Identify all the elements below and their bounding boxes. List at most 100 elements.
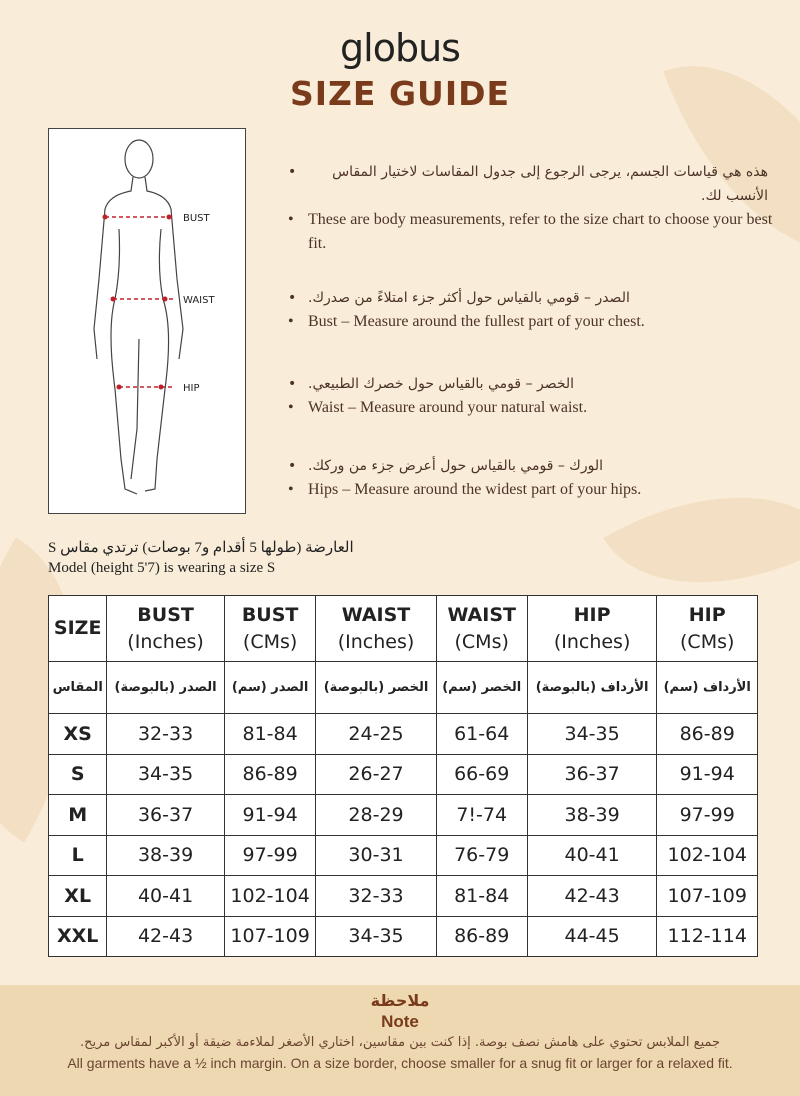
measurement-cell: 7!-74 xyxy=(435,794,528,836)
table-header-row: SIZE BUST (Inches) BUST (CMs) WAIST (Inches) WA… xyxy=(47,595,758,662)
column-header: WAIST (Inches) xyxy=(315,595,437,662)
header-line: WAIST xyxy=(447,603,516,626)
measurement-cell: 32-33 xyxy=(315,875,437,917)
header-line: BUST xyxy=(137,603,194,626)
header-line: BUST xyxy=(241,603,299,626)
column-header-arabic: الأرداف (بالبوصة) xyxy=(526,661,658,714)
table-row: M 36-37 91-94 28-29 7!-74 38-39 97-99 xyxy=(47,794,758,836)
instruction-general: هذه هي قياسات الجسم، يرجى الرجوع إلى جدو… xyxy=(288,160,788,256)
size-cell: M xyxy=(47,794,108,836)
column-header: HIP (CMs) xyxy=(656,595,758,662)
brand-logo: globus xyxy=(340,26,461,70)
measurement-cell: 112-114 xyxy=(656,915,758,957)
note-title-en: Note xyxy=(381,1012,419,1031)
instruction-ar: الخصر – قومي بالقياس حول خصرك الطبيعي. xyxy=(288,372,574,396)
column-header-arabic: المقاس xyxy=(47,661,108,714)
table-row: XS 32-33 81-84 24-25 61-64 34-35 86-89 xyxy=(47,713,758,755)
column-header-arabic: الأرداف (سم) xyxy=(656,661,758,714)
size-cell: XXL xyxy=(47,915,108,957)
measurement-cell: 36-37 xyxy=(106,794,225,836)
size-chart-table: SIZE BUST (Inches) BUST (CMs) WAIST (Inches) WA… xyxy=(47,595,758,957)
note-title-ar: ملاحظة xyxy=(370,991,430,1010)
header-unit: (Inches) xyxy=(553,630,631,653)
measurement-cell: 38-39 xyxy=(106,834,225,876)
table-row: S 34-35 86-89 26-27 66-69 36-37 91-94 xyxy=(47,753,758,795)
note-text-en: All garments have a ½ inch margin. On a … xyxy=(67,1055,733,1071)
column-header: SIZE xyxy=(47,595,108,662)
measurement-cell: 32-33 xyxy=(106,713,225,755)
measurement-cell: 107-109 xyxy=(223,915,317,957)
table-header-row-arabic: المقاس الصدر (بالبوصة) الصدر (سم) الخصر (با… xyxy=(47,661,758,714)
measurement-cell: 102-104 xyxy=(656,834,758,876)
column-header: BUST (Inches) xyxy=(106,595,225,662)
measurement-cell: 40-41 xyxy=(526,834,658,876)
measurement-cell: 86-89 xyxy=(435,915,528,957)
measurement-cell: 42-43 xyxy=(106,915,225,957)
instruction-en: Waist – Measure around your natural wais… xyxy=(288,396,788,420)
size-cell: XS xyxy=(47,713,108,755)
measurement-cell: 40-41 xyxy=(106,875,225,917)
model-info-en: Model (height 5'7) is wearing a size S xyxy=(48,560,276,576)
instruction-en: Bust – Measure around the fullest part o… xyxy=(288,310,788,334)
instruction-hips: الورك – قومي بالقياس حول أعرض جزء من ورك… xyxy=(288,454,788,502)
table-row: XXL 42-43 107-109 34-35 86-89 44-45 112-114 xyxy=(47,915,758,957)
measurement-cell: 107-109 xyxy=(656,875,758,917)
column-header-arabic: الصدر (بالبوصة) xyxy=(106,661,225,714)
column-header-arabic: الصدر (سم) xyxy=(223,661,317,714)
instruction-en: Hips – Measure around the widest part of… xyxy=(288,478,788,502)
measurement-cell: 61-64 xyxy=(435,713,528,755)
measurement-cell: 42-43 xyxy=(526,875,658,917)
measurement-cell: 38-39 xyxy=(526,794,658,836)
measurement-cell: 36-37 xyxy=(526,753,658,795)
measurement-cell: 91-94 xyxy=(223,794,317,836)
table-row: XL 40-41 102-104 32-33 81-84 42-43 107-109 xyxy=(47,875,758,917)
measurement-cell: 34-35 xyxy=(526,713,658,755)
header-unit: (Inches) xyxy=(127,630,204,653)
model-info-ar: العارضة (طولها 5 أقدام و7 بوصات) ترتدي م… xyxy=(48,540,354,556)
table-row: L 38-39 97-99 30-31 76-79 40-41 102-104 xyxy=(47,834,758,876)
measurement-cell: 34-35 xyxy=(315,915,437,957)
measurement-cell: 86-89 xyxy=(223,753,317,795)
waist-label: WAIST xyxy=(183,295,215,306)
size-cell: L xyxy=(47,834,108,876)
measurement-cell: 97-99 xyxy=(656,794,758,836)
model-info: العارضة (طولها 5 أقدام و7 بوصات) ترتدي م… xyxy=(48,538,354,578)
measurement-cell: 81-84 xyxy=(435,875,528,917)
measurement-cell: 28-29 xyxy=(315,794,437,836)
measurement-cell: 66-69 xyxy=(435,753,528,795)
note-text-ar: جميع الملابس تحتوي على هامش نصف بوصة. إذ… xyxy=(79,1035,721,1050)
header-line: HIP xyxy=(573,603,611,626)
measurement-cell: 102-104 xyxy=(223,875,317,917)
hip-label: HIP xyxy=(183,383,200,394)
measurement-cell: 24-25 xyxy=(315,713,437,755)
measurement-cell: 97-99 xyxy=(223,834,317,876)
instruction-bust: الصدر – قومي بالقياس حول أكثر جزء امتلاء… xyxy=(288,286,788,334)
measurement-cell: 81-84 xyxy=(223,713,317,755)
column-header-arabic: الخصر (سم) xyxy=(435,661,528,714)
column-header: HIP (Inches) xyxy=(526,595,658,662)
size-cell: S xyxy=(47,753,108,795)
measurement-cell: 34-35 xyxy=(106,753,225,795)
bust-label: BUST xyxy=(183,213,211,224)
note-section: ملاحظة Note جميع الملابس تحتوي على هامش … xyxy=(0,985,800,1096)
instruction-en: These are body measurements, refer to th… xyxy=(288,208,788,256)
body-figure-illustration: BUST WAIST HIP xyxy=(93,139,215,495)
instruction-waist: الخصر – قومي بالقياس حول خصرك الطبيعي. W… xyxy=(288,372,788,420)
measurement-cell: 91-94 xyxy=(656,753,758,795)
measurement-cell: 44-45 xyxy=(526,915,658,957)
header-unit: (CMs) xyxy=(242,630,298,653)
measurement-cell: 76-79 xyxy=(435,834,528,876)
header-line: HIP xyxy=(688,603,726,626)
instruction-ar: هذه هي قياسات الجسم، يرجى الرجوع إلى جدو… xyxy=(288,160,768,208)
header-unit: (CMs) xyxy=(454,630,509,653)
instruction-ar: الصدر – قومي بالقياس حول أكثر جزء امتلاء… xyxy=(288,286,630,310)
instruction-ar: الورك – قومي بالقياس حول أعرض جزء من ورك… xyxy=(288,454,603,478)
column-header-arabic: الخصر (بالبوصة) xyxy=(315,661,437,714)
header-unit: (CMs) xyxy=(680,630,735,653)
measurement-cell: 86-89 xyxy=(656,713,758,755)
body-measurement-figure: BUST WAIST HIP xyxy=(48,128,246,514)
header-line: WAIST xyxy=(341,603,411,626)
header-unit: (Inches) xyxy=(337,630,415,653)
column-header: BUST (CMs) xyxy=(223,595,317,662)
page-title: SIZE GUIDE xyxy=(289,74,511,113)
